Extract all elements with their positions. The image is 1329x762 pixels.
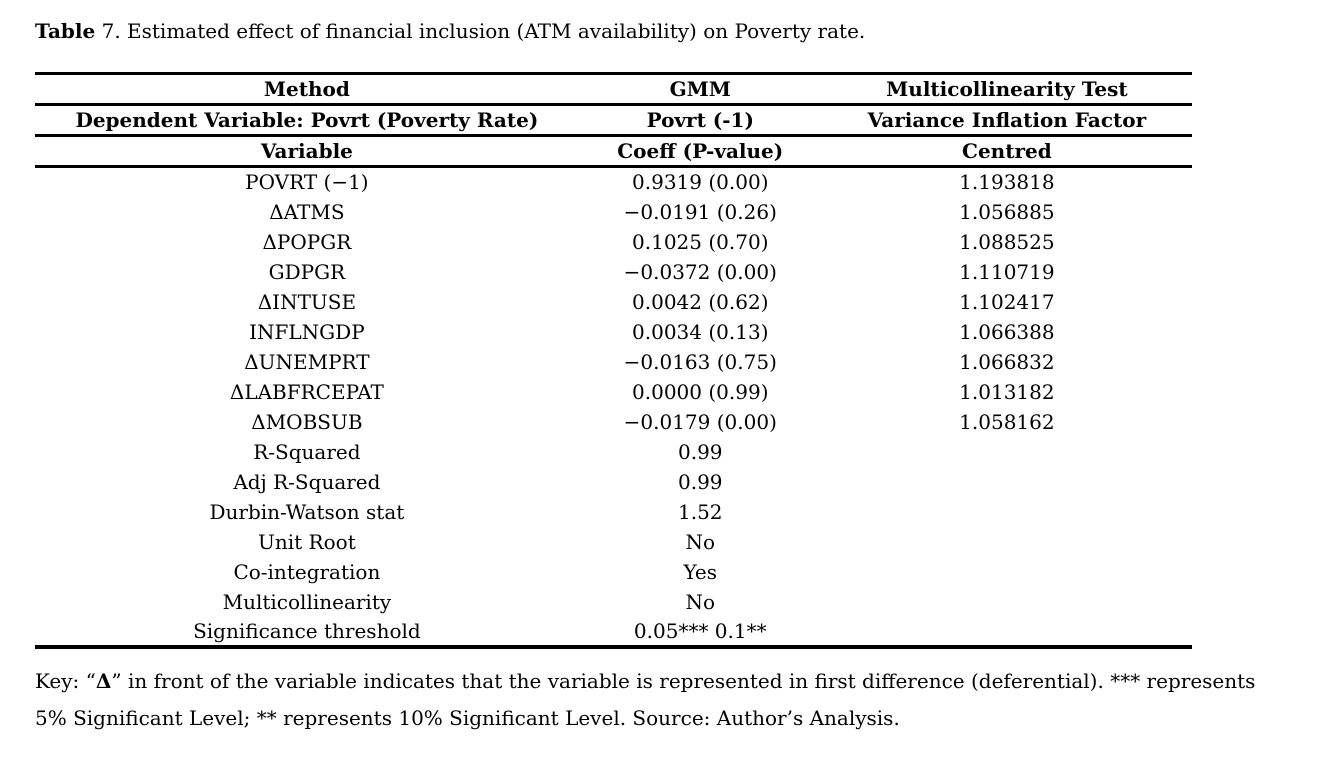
table-row: ΔLABFRCEPAT 0.0000 (0.99) 1.013182 (35, 377, 1192, 407)
cell-variable: Durbin-Watson stat (209, 499, 405, 524)
cell-coeff: 0.1025 (0.70) (632, 229, 769, 254)
footnote-key-post: ” in front of the variable indicates tha… (111, 668, 1256, 693)
cell-coeff: No (685, 529, 716, 554)
cell-vif (822, 527, 1192, 557)
cell-variable: ΔLABFRCEPAT (229, 379, 384, 404)
table-row: Co-integration Yes (35, 557, 1192, 587)
cell-coeff: 0.9319 (0.00) (632, 170, 769, 195)
cell-variable: R-Squared (253, 439, 361, 464)
cell-vif (822, 557, 1192, 587)
cell-variable: GDPGR (268, 259, 346, 284)
header-cell-gmm: GMM (578, 73, 822, 106)
cell-coeff: 1.52 (678, 499, 723, 524)
cell-vif: 1.110719 (959, 259, 1055, 284)
cell-vif: 1.056885 (959, 199, 1055, 224)
cell-vif (822, 437, 1192, 467)
header-cell-centred: Centred (821, 135, 1192, 168)
header-cell-coeff: Coeff (P-value) (578, 135, 822, 168)
table-caption: Table 7. Estimated effect of financial i… (35, 16, 1294, 46)
cell-vif: 1.102417 (959, 289, 1055, 314)
cell-coeff: 0.0034 (0.13) (632, 319, 769, 344)
cell-coeff: 0.99 (678, 439, 723, 464)
cell-vif: 1.088525 (959, 229, 1055, 254)
cell-coeff: Yes (683, 559, 718, 584)
table-row: GDPGR −0.0372 (0.00) 1.110719 (35, 257, 1192, 287)
results-table-body: POVRT (−1) 0.9319 (0.00) 1.193818 ΔATMS … (35, 167, 1192, 647)
table-row: INFLNGDP 0.0034 (0.13) 1.066388 (35, 317, 1192, 347)
table-row: Adj R-Squared 0.99 (35, 467, 1192, 497)
cell-variable: INFLNGDP (249, 319, 365, 344)
table-caption-text: 7. Estimated effect of financial inclusi… (95, 19, 866, 43)
table-row: ΔINTUSE 0.0042 (0.62) 1.102417 (35, 287, 1192, 317)
header-cell-vif: Variance Inflation Factor (821, 104, 1192, 137)
header-cell-povrt-lag: Povrt (-1) (578, 104, 822, 137)
cell-variable: ΔPOPGR (262, 229, 352, 254)
cell-vif: 1.013182 (959, 379, 1055, 404)
table-row: ΔATMS −0.0191 (0.26) 1.056885 (35, 197, 1192, 227)
cell-variable: Co-integration (233, 559, 381, 584)
cell-vif (822, 587, 1192, 617)
cell-vif: 1.058162 (959, 409, 1055, 434)
footnote-line-1: Key: “Δ” in front of the variable indica… (35, 669, 1255, 693)
footnote-delta-symbol: Δ (95, 668, 112, 693)
results-table: Method GMM Multicollinearity Test Depend… (35, 72, 1192, 649)
cell-coeff: −0.0179 (0.00) (623, 409, 777, 434)
results-table-header: Method GMM Multicollinearity Test Depend… (35, 73, 1192, 168)
cell-coeff: 0.99 (678, 469, 723, 494)
cell-coeff: −0.0163 (0.75) (623, 349, 777, 374)
cell-vif: 1.066832 (959, 349, 1055, 374)
header-cell-method: Method (35, 73, 579, 106)
cell-coeff: −0.0372 (0.00) (623, 259, 777, 284)
cell-variable: POVRT (−1) (245, 170, 369, 195)
table-row: ΔMOBSUB −0.0179 (0.00) 1.058162 (35, 407, 1192, 437)
table-row: ΔPOPGR 0.1025 (0.70) 1.088525 (35, 227, 1192, 257)
cell-variable: ΔINTUSE (257, 289, 357, 314)
header-cell-variable: Variable (35, 135, 579, 168)
table-row: POVRT (−1) 0.9319 (0.00) 1.193818 (35, 167, 1192, 197)
footnote-key-pre: Key: “ (35, 668, 96, 693)
cell-coeff: No (685, 589, 716, 614)
table-row: Significance threshold 0.05*** 0.1** (35, 617, 1192, 647)
cell-coeff: 0.0042 (0.62) (632, 289, 769, 314)
table-caption-label: Table (35, 19, 96, 43)
cell-coeff: 0.05*** 0.1** (633, 618, 767, 643)
cell-vif (822, 467, 1192, 497)
cell-variable: ΔMOBSUB (251, 409, 363, 434)
table-row: Durbin-Watson stat 1.52 (35, 497, 1192, 527)
header-cell-multicollinearity-test: Multicollinearity Test (821, 73, 1192, 106)
cell-variable: ΔUNEMPRT (244, 349, 370, 374)
header-row-method: Method GMM Multicollinearity Test (35, 73, 1192, 106)
table-row: Multicollinearity No (35, 587, 1192, 617)
header-row-columns: Variable Coeff (P-value) Centred (35, 135, 1192, 168)
cell-vif (822, 497, 1192, 527)
table-footnote: Key: “Δ” in front of the variable indica… (35, 663, 1294, 737)
table-row: Unit Root No (35, 527, 1192, 557)
cell-variable: Significance threshold (193, 618, 421, 643)
cell-variable: Unit Root (258, 529, 356, 554)
cell-vif: 1.066388 (959, 319, 1055, 344)
table-row: R-Squared 0.99 (35, 437, 1192, 467)
cell-coeff: −0.0191 (0.26) (623, 199, 777, 224)
table-row: ΔUNEMPRT −0.0163 (0.75) 1.066832 (35, 347, 1192, 377)
cell-coeff: 0.0000 (0.99) (632, 379, 769, 404)
cell-vif: 1.193818 (959, 170, 1055, 195)
cell-vif (822, 617, 1192, 647)
cell-variable: Adj R-Squared (233, 469, 381, 494)
footnote-line-2: 5% Significant Level; ** represents 10% … (35, 705, 900, 730)
header-row-dependent-variable: Dependent Variable: Povrt (Poverty Rate)… (35, 104, 1192, 137)
header-cell-dependent-variable: Dependent Variable: Povrt (Poverty Rate) (35, 104, 579, 137)
cell-variable: Multicollinearity (222, 589, 392, 614)
cell-variable: ΔATMS (269, 199, 345, 224)
